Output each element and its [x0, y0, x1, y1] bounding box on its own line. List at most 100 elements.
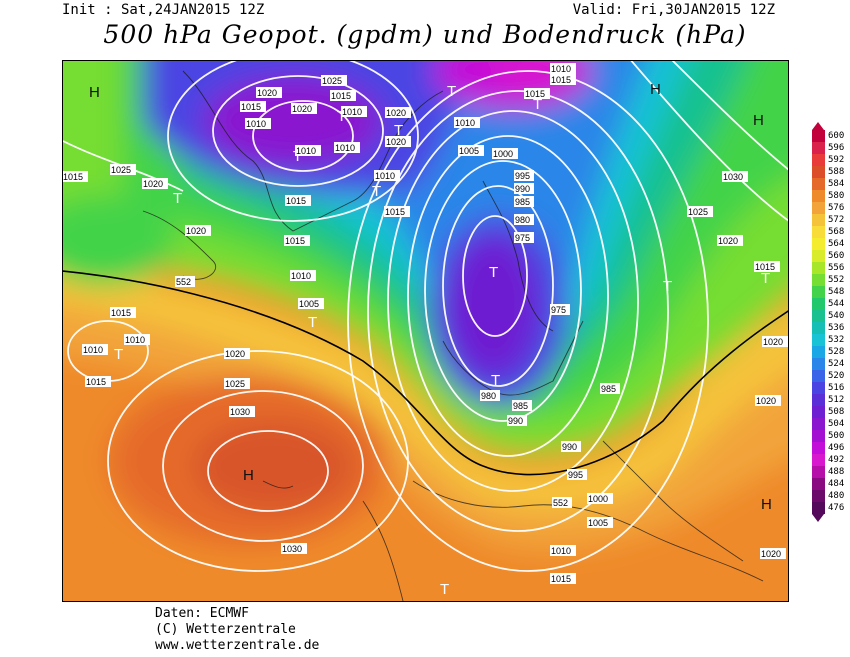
legend-level-label: 580 [828, 191, 845, 201]
isobar-label: 1010 [374, 170, 400, 181]
legend-level-label: 536 [828, 323, 845, 333]
isobar-label: 1020 [760, 548, 786, 559]
legend-swatch [812, 178, 825, 190]
isobar-label: 1010 [290, 270, 316, 281]
init-time-label: Init : Sat,24JAN2015 12Z [62, 2, 265, 18]
isobar-label: 985 [512, 400, 532, 411]
svg-text:1015: 1015 [331, 91, 351, 101]
svg-text:985: 985 [515, 197, 530, 207]
svg-text:1015: 1015 [525, 89, 545, 99]
isobar-label: 1005 [587, 517, 613, 528]
legend-swatch [812, 406, 825, 418]
low-pressure-marker: T [533, 96, 542, 113]
isobar-label: 1015 [284, 235, 310, 246]
svg-text:1000: 1000 [588, 494, 608, 504]
isobar-label: 1010 [550, 545, 576, 556]
svg-text:1020: 1020 [386, 108, 406, 118]
isobar-label: 985 [514, 196, 534, 207]
legend-swatch [812, 322, 825, 334]
isobar-label: 1015 [85, 376, 111, 387]
legend-swatch [812, 466, 825, 478]
isobar-label: 1010 [245, 118, 271, 129]
legend-swatch [812, 202, 825, 214]
geopotential-fill [63, 61, 788, 601]
legend-bottom-arrow [812, 514, 824, 522]
isobar-label: 1015 [63, 171, 88, 182]
svg-text:1020: 1020 [225, 349, 245, 359]
isobar-label: 1020 [717, 235, 743, 246]
svg-text:1025: 1025 [111, 165, 131, 175]
legend-level-label: 488 [828, 467, 845, 477]
isobar-label: 1020 [385, 107, 411, 118]
legend-swatch [812, 154, 825, 166]
svg-text:1020: 1020 [143, 179, 163, 189]
credit-copyright: (C) Wetterzentrale [155, 622, 296, 637]
svg-text:975: 975 [551, 305, 566, 315]
legend-level-label: 492 [828, 455, 845, 465]
legend-swatch [812, 394, 825, 406]
legend-swatch [812, 286, 825, 298]
high-pressure-marker: H [650, 81, 661, 98]
svg-text:1010: 1010 [246, 119, 266, 129]
svg-text:1010: 1010 [291, 271, 311, 281]
svg-text:995: 995 [568, 470, 583, 480]
legend-level-label: 532 [828, 335, 845, 345]
legend-level-label: 584 [828, 179, 845, 189]
isobar-label: 975 [550, 304, 570, 315]
svg-text:1010: 1010 [342, 107, 362, 117]
low-pressure-marker: T [173, 190, 182, 207]
isobar-label: 1010 [295, 145, 321, 156]
legend-swatch [812, 298, 825, 310]
legend-swatch [812, 502, 825, 514]
legend-level-label: 544 [828, 299, 845, 309]
legend-swatch [812, 454, 825, 466]
low-pressure-marker: T [663, 278, 672, 295]
legend-level-label: 596 [828, 143, 845, 153]
weather-map-canvas: HHHHHTTTTTTTTTTTTTT 10251020101510151020… [63, 61, 788, 601]
isobar-labels: 1025 1020 1015 1015 1020 1010 1020 1010 1020 1010… [63, 63, 788, 584]
svg-text:985: 985 [601, 384, 616, 394]
svg-text:552: 552 [176, 277, 191, 287]
isobar-label: 975 [514, 232, 534, 243]
low-pressure-marker: T [489, 264, 498, 281]
legend-level-label: 572 [828, 215, 845, 225]
svg-text:1020: 1020 [756, 396, 776, 406]
legend-swatch [812, 418, 825, 430]
legend-swatch [812, 274, 825, 286]
isobar-label: 1030 [722, 171, 748, 182]
legend-swatch [812, 358, 825, 370]
svg-text:1010: 1010 [83, 345, 103, 355]
svg-text:552: 552 [553, 498, 568, 508]
credits: Daten: ECMWF (C) Wetterzentrale www.wett… [155, 606, 319, 654]
isobar-label: 1015 [550, 573, 576, 584]
isobar-label: 1020 [142, 178, 168, 189]
isobar-label: 1010 [341, 106, 367, 117]
svg-text:1010: 1010 [335, 143, 355, 153]
legend-level-label: 508 [828, 407, 845, 417]
high-pressure-marker: H [243, 467, 254, 484]
isobar-label: 1020 [291, 103, 317, 114]
isobar-label: 990 [561, 441, 581, 452]
isobar-label: 985 [600, 383, 620, 394]
high-pressure-marker: H [89, 84, 100, 101]
svg-text:1010: 1010 [551, 64, 571, 74]
isobar-label: 995 [514, 170, 534, 181]
svg-text:1005: 1005 [299, 299, 319, 309]
isobar-label: 1015 [550, 74, 576, 85]
color-scale-legend: 600 596 592 588 584 580 576 572 568 564 560 556 552 5… [812, 122, 850, 525]
isobar-label: 1020 [224, 348, 250, 359]
low-pressure-marker: T [308, 314, 317, 331]
isobar-label: 1010 [334, 142, 360, 153]
legend-level-label: 500 [828, 431, 845, 441]
legend-level-label: 556 [828, 263, 845, 273]
legend-level-label: 564 [828, 239, 845, 249]
legend-swatch [812, 382, 825, 394]
isobars [63, 61, 788, 572]
svg-text:1015: 1015 [755, 262, 775, 272]
legend-level-label: 528 [828, 347, 845, 357]
isobar-label: 1010 [550, 63, 576, 74]
legend-level-label: 516 [828, 383, 845, 393]
credit-data-source: Daten: ECMWF [155, 606, 249, 621]
svg-text:1025: 1025 [322, 76, 342, 86]
svg-text:1015: 1015 [63, 172, 83, 182]
